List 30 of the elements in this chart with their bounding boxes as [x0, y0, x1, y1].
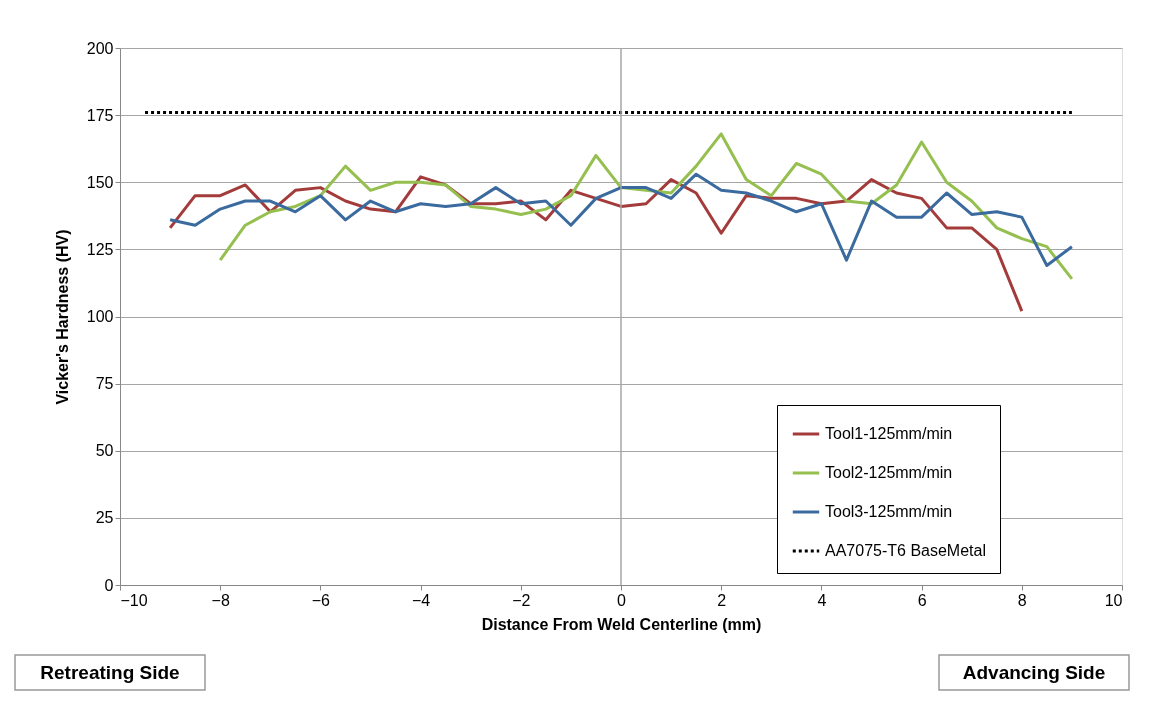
x-tick-label: 10 — [1104, 591, 1123, 609]
y-tick-label: 200 — [86, 39, 114, 57]
legend-label: Tool2-125mm/min — [825, 464, 953, 481]
y-tick-label: 50 — [95, 442, 114, 460]
x-tick-label: 2 — [717, 591, 727, 609]
x-tick-label: −8 — [211, 591, 230, 609]
x-axis-title: Distance From Weld Centerline (mm) — [481, 615, 762, 633]
y-tick-label: 25 — [95, 509, 114, 527]
line-series — [168, 172, 1074, 267]
x-tick-label: 4 — [817, 591, 827, 609]
y-tick-label: 150 — [86, 173, 114, 191]
y-axis-title: Vicker's Hardness (HV) — [53, 229, 71, 405]
line-series — [218, 132, 1074, 281]
x-tick-label: 8 — [1017, 591, 1027, 609]
y-tick-label: 175 — [86, 106, 114, 124]
legend-label: Tool1-125mm/min — [825, 425, 953, 442]
x-tick-label: −10 — [120, 591, 148, 609]
legend-label: AA7075-T6 BaseMetal — [825, 542, 986, 559]
y-tick-label: 125 — [86, 240, 114, 258]
y-tick-label: 0 — [104, 576, 114, 594]
y-tick-label: 75 — [95, 375, 114, 393]
x-tick-label: 6 — [917, 591, 927, 609]
text: Advancing Side — [962, 662, 1106, 683]
text: Retreating Side — [40, 662, 180, 683]
y-tick-label: 100 — [86, 308, 114, 325]
legend-label: Tool3-125mm/min — [825, 503, 953, 520]
x-tick-label: −4 — [411, 591, 431, 609]
x-tick-label: −6 — [311, 591, 331, 609]
x-tick-label: 0 — [617, 591, 627, 609]
x-tick-label: −2 — [512, 591, 531, 609]
